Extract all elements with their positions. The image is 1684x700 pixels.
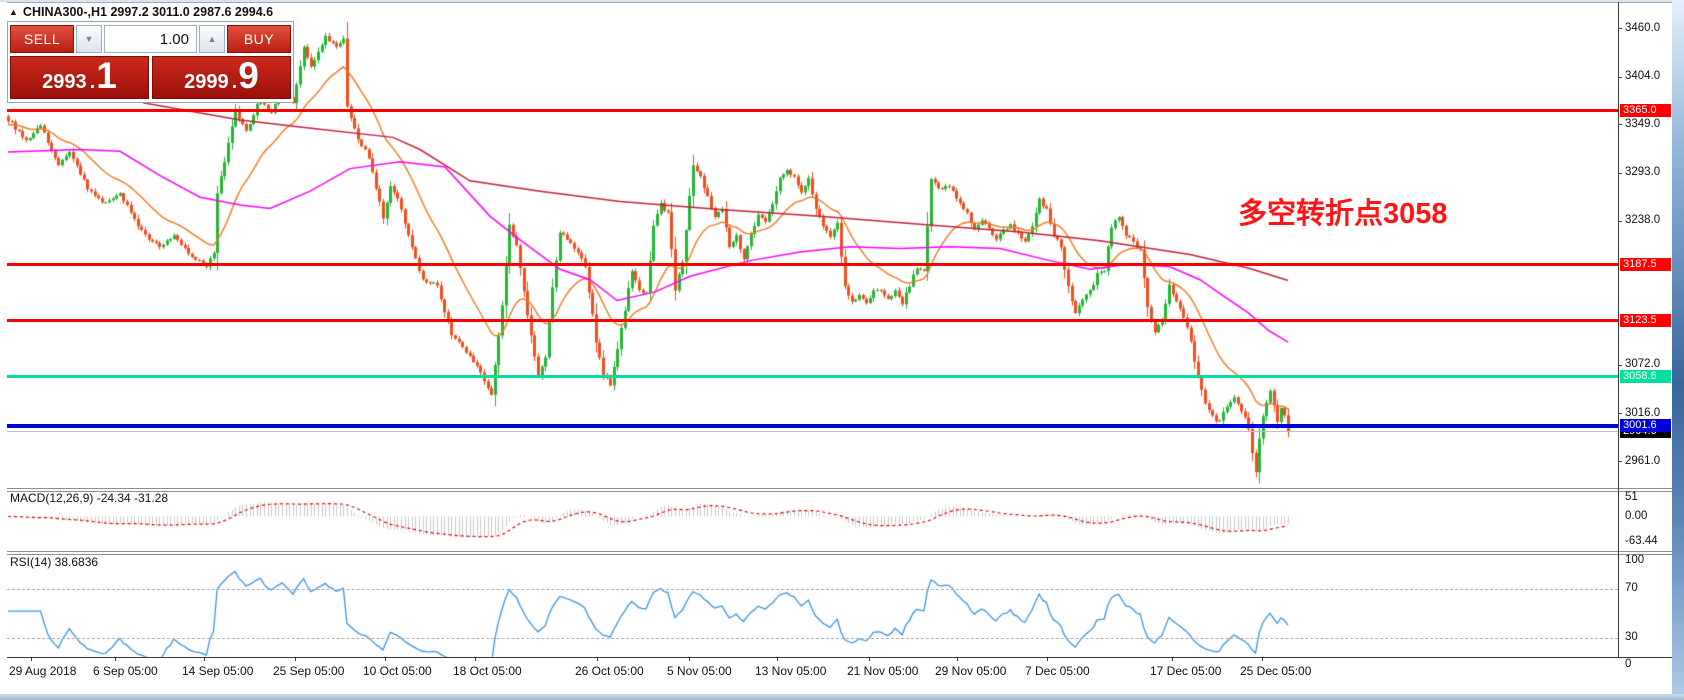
time-axis-label: 13 Nov 05:00: [755, 664, 827, 678]
time-axis-tick: [957, 657, 958, 661]
rsi-indicator-label: RSI(14) 38.6836: [10, 555, 99, 569]
sell-button[interactable]: SELL: [10, 25, 74, 53]
time-axis-tick: [385, 657, 386, 661]
price-axis-tick: [1618, 124, 1622, 126]
time-axis-tick: [689, 657, 690, 661]
buy-price-dot: .: [231, 71, 238, 93]
price-level-badge-3001.6: 3001.6: [1620, 419, 1671, 433]
price-axis-tick: [1618, 413, 1622, 415]
time-axis-label: 6 Sep 05:00: [93, 664, 158, 678]
price-level-line-3365.0[interactable]: [7, 108, 1618, 112]
window-left-edge: [0, 0, 7, 700]
macd-axis-label: -63.44: [1625, 534, 1658, 547]
collapse-arrow-icon[interactable]: ▲: [9, 7, 18, 17]
price-level-line-3001.6[interactable]: [7, 423, 1618, 428]
macd-axis-label: 51: [1625, 490, 1638, 503]
macd-axis-label: 0.00: [1625, 509, 1648, 522]
macd-panel-separator[interactable]: [7, 488, 1672, 492]
rsi-level-line: [7, 638, 1618, 639]
price-axis-tick: [1618, 172, 1622, 174]
time-axis-tick: [1047, 657, 1048, 661]
time-axis-tick: [869, 657, 870, 661]
price-axis-label: 3293.0: [1625, 166, 1661, 179]
price-axis-label: 3349.0: [1625, 117, 1661, 130]
price-level-badge-3187.5: 3187.5: [1620, 258, 1671, 272]
time-axis-label: 29 Aug 2018: [9, 664, 77, 678]
window-top-edge: [0, 0, 1684, 2]
price-axis-label: 2961.0: [1625, 454, 1661, 467]
time-axis-tick: [1172, 657, 1173, 661]
price-level-line-3058.6[interactable]: [7, 374, 1618, 378]
price-axis-label: 3072.0: [1625, 358, 1661, 371]
price-axis-tick: [1618, 76, 1622, 78]
price-level-badge-3123.5: 3123.5: [1620, 313, 1671, 327]
buy-price-button[interactable]: 2999. 9: [152, 56, 291, 99]
window-right-edge[interactable]: [1672, 0, 1684, 700]
time-axis-label: 25 Dec 05:00: [1240, 664, 1312, 678]
price-level-line-2994.6[interactable]: [7, 431, 1618, 433]
time-axis-label: 17 Dec 05:00: [1150, 664, 1222, 678]
time-axis-label: 21 Nov 05:00: [847, 664, 919, 678]
price-axis-label: 3404.0: [1625, 70, 1661, 83]
price-level-line-3123.5[interactable]: [7, 318, 1618, 322]
one-click-trading-panel: SELL ▼ 1.00 ▲ BUY 2993. 1 2999. 9: [7, 21, 294, 103]
chart-title: ▲ CHINA300-,H1 2997.2 3011.0 2987.6 2994.…: [9, 5, 273, 19]
rsi-level-line: [7, 589, 1618, 590]
price-axis-tick: [1618, 364, 1622, 366]
volume-increase-button[interactable]: ▲: [199, 25, 225, 53]
buy-price-big-digit: 9: [238, 55, 259, 96]
rsi-axis-label: 100: [1625, 553, 1645, 566]
time-axis-label: 7 Dec 05:00: [1025, 664, 1090, 678]
time-axis-label: 10 Oct 05:00: [363, 664, 432, 678]
sell-price-big-digit: 1: [96, 55, 117, 96]
time-axis-tick: [115, 657, 116, 661]
time-axis-tick: [295, 657, 296, 661]
time-axis-label: 18 Oct 05:00: [453, 664, 522, 678]
time-axis-tick: [475, 657, 476, 661]
rsi-axis-label: 70: [1625, 581, 1638, 594]
window-bottom-edge: [0, 694, 1684, 700]
rsi-axis-label: 0: [1625, 657, 1632, 670]
volume-decrease-button[interactable]: ▼: [76, 25, 102, 53]
buy-button[interactable]: BUY: [227, 25, 291, 53]
buy-price-base: 2999: [184, 71, 229, 93]
time-axis-tick: [31, 657, 32, 661]
sell-price-dot: .: [89, 71, 96, 93]
price-level-badge-3058.6: 3058.6: [1620, 369, 1671, 383]
macd-indicator-label: MACD(12,26,9) -24.34 -31.28: [10, 491, 169, 505]
time-axis-tick: [597, 657, 598, 661]
rsi-panel-separator[interactable]: [7, 551, 1672, 555]
volume-input[interactable]: 1.00: [104, 25, 197, 53]
time-axis-tick: [777, 657, 778, 661]
time-axis-tick: [204, 657, 205, 661]
price-axis-label: 3016.0: [1625, 406, 1661, 419]
price-axis-label: 3238.0: [1625, 214, 1661, 227]
price-level-badge-3365.0: 3365.0: [1620, 103, 1671, 117]
price-axis-label: 3460.0: [1625, 21, 1661, 34]
time-axis-label: 5 Nov 05:00: [667, 664, 732, 678]
sell-price-button[interactable]: 2993. 1: [10, 56, 149, 99]
time-axis-label: 25 Sep 05:00: [273, 664, 345, 678]
time-axis-label: 29 Nov 05:00: [935, 664, 1007, 678]
price-axis-line: [1618, 2, 1619, 657]
time-axis-tick: [1262, 657, 1263, 661]
price-level-line-3187.5[interactable]: [7, 263, 1618, 267]
time-axis-label: 26 Oct 05:00: [575, 664, 644, 678]
price-axis-tick: [1618, 461, 1622, 463]
price-axis-tick: [1618, 220, 1622, 222]
sell-price-base: 2993: [42, 71, 87, 93]
price-axis-tick: [1618, 28, 1622, 29]
rsi-axis-label: 30: [1625, 630, 1638, 643]
time-axis-line: [7, 657, 1672, 658]
chart-text-annotation: 多空转折点3058: [1238, 198, 1448, 230]
time-axis-label: 14 Sep 05:00: [182, 664, 254, 678]
symbol-ohlc-readout: CHINA300-,H1 2997.2 3011.0 2987.6 2994.6: [22, 5, 274, 19]
